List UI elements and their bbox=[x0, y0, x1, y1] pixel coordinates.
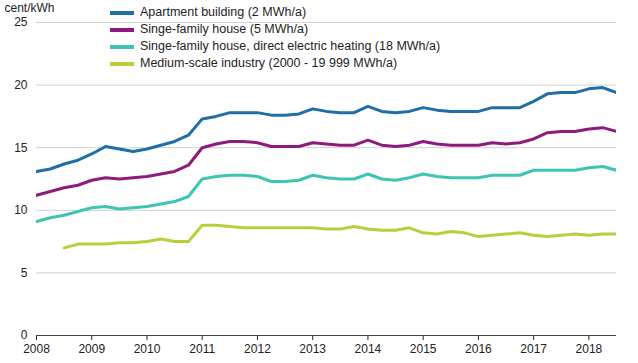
svg-text:cent/kWh: cent/kWh bbox=[5, 1, 55, 15]
svg-text:2016: 2016 bbox=[465, 342, 492, 356]
svg-text:2015: 2015 bbox=[410, 342, 437, 356]
html-text:Singe-family house, direct ele: Singe-family house, direct electric heat… bbox=[140, 39, 441, 53]
html-text:Medium-scale industry (2000 -: Medium-scale industry (2000 - 19 999 MWh… bbox=[140, 56, 398, 70]
svg-text:15: 15 bbox=[14, 141, 28, 155]
svg-text:2011: 2011 bbox=[189, 342, 215, 356]
svg-text:20: 20 bbox=[14, 78, 28, 92]
svg-text:2012: 2012 bbox=[244, 342, 271, 356]
svg-text:5: 5 bbox=[21, 266, 28, 280]
svg-text:2009: 2009 bbox=[78, 342, 105, 356]
svg-text:25: 25 bbox=[14, 15, 28, 29]
html-text:Singe-family house (5 MWh/a): Singe-family house (5 MWh/a) bbox=[140, 22, 309, 36]
svg-text:2018: 2018 bbox=[576, 342, 603, 356]
svg-text:10: 10 bbox=[14, 203, 28, 217]
html-text:Apartment building (2 MWh/a): Apartment building (2 MWh/a) bbox=[140, 5, 306, 19]
svg-text:2008: 2008 bbox=[23, 342, 50, 356]
svg-text:2013: 2013 bbox=[299, 342, 326, 356]
svg-text:2010: 2010 bbox=[134, 342, 161, 356]
svg-text:2017: 2017 bbox=[520, 342, 547, 356]
svg-text:0: 0 bbox=[21, 328, 28, 342]
svg-text:2014: 2014 bbox=[355, 342, 382, 356]
